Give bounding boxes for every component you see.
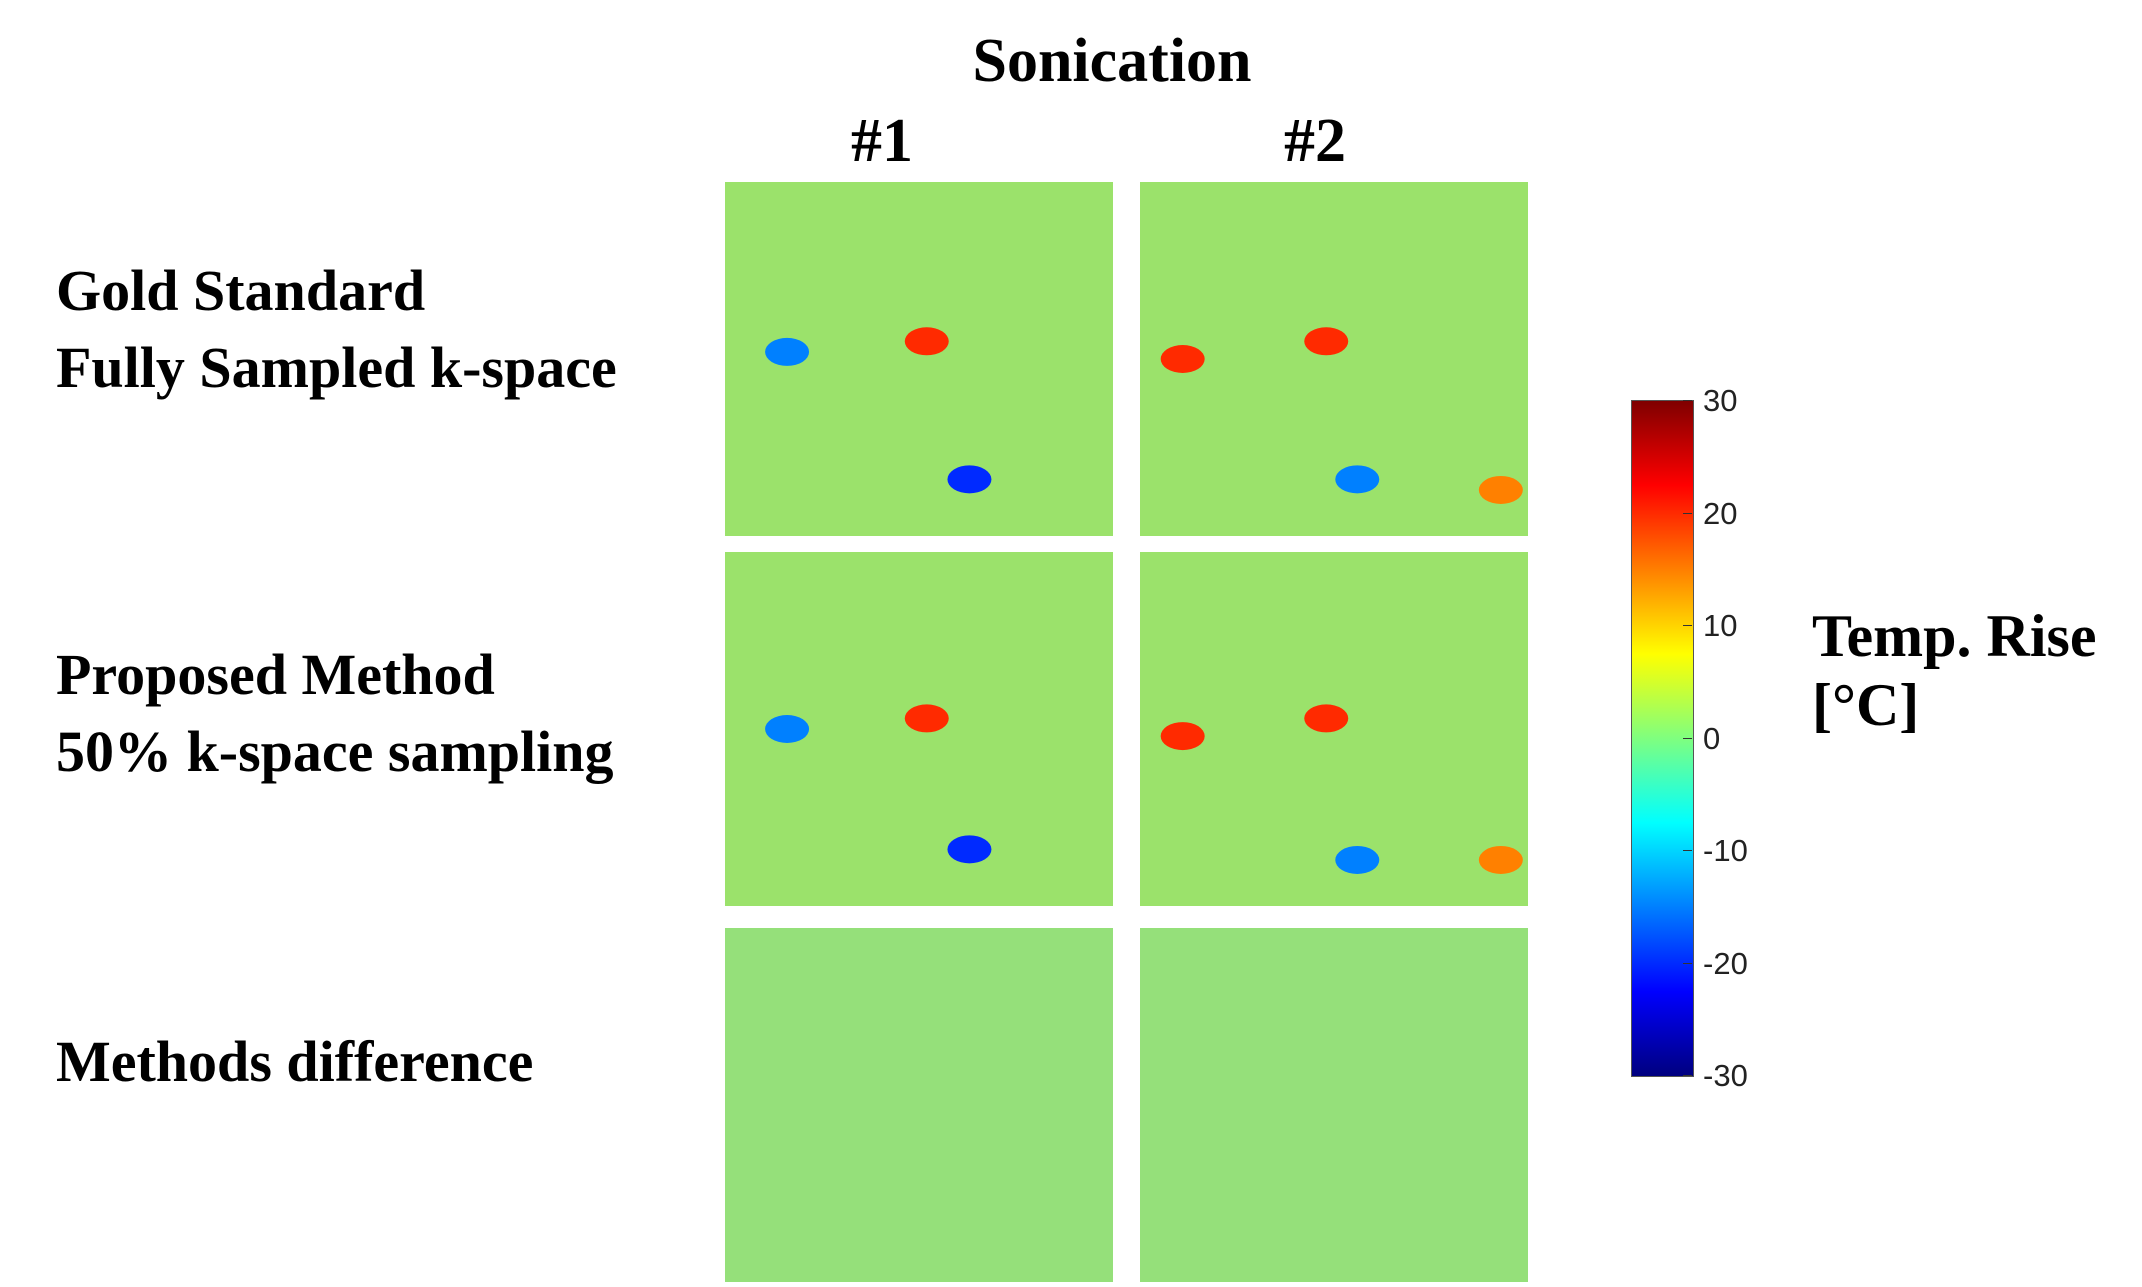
heatmap-hotspot xyxy=(904,704,949,733)
heatmap-coldspot xyxy=(1335,845,1380,874)
colorbar-label-line: [°C] xyxy=(1812,672,1920,738)
row-label-line: Methods difference xyxy=(56,1029,534,1094)
heatmap-hotspot xyxy=(1304,327,1349,356)
colorbar-label-line: Temp. Rise xyxy=(1812,603,2097,669)
colorbar-tick-label: 30 xyxy=(1703,383,1738,418)
row-label-methods-difference: Methods difference xyxy=(56,1033,533,1110)
colorbar-tick-mark xyxy=(1683,737,1692,739)
heatmap-panel-r3-c1 xyxy=(725,928,1113,1282)
colorbar-tick-mark xyxy=(1683,1075,1692,1076)
colorbar-tick-label: 10 xyxy=(1703,608,1738,643)
column-header-2: #2 xyxy=(1284,107,1346,175)
colorbar-tick-mark xyxy=(1683,625,1692,626)
colorbar-tick-label: 20 xyxy=(1703,495,1738,531)
heatmap-hotspot xyxy=(904,327,949,356)
column-header-1: #1 xyxy=(851,107,913,175)
colorbar-tick-label: 0 xyxy=(1703,720,1721,756)
heatmap-coldspot xyxy=(947,835,992,864)
colorbar-label: Temp. Rise [°C] xyxy=(1812,606,2096,744)
colorbar-tick-label: -30 xyxy=(1703,1058,1748,1093)
heatmap-panel-r3-c2 xyxy=(1140,928,1528,1282)
row-label-line: 50% k-space sampling xyxy=(56,719,614,784)
heatmap-coldspot xyxy=(947,465,992,494)
heatmap-hotspot xyxy=(1304,704,1349,733)
colorbar-tick-mark xyxy=(1683,400,1692,401)
heatmap-hotspot xyxy=(1160,722,1205,751)
heatmap-panel-r1-c1 xyxy=(725,182,1113,536)
heatmap-panel-r1-c2 xyxy=(1140,182,1528,536)
heatmap-coldspot xyxy=(765,715,810,743)
heatmap-hotspot xyxy=(1478,475,1523,504)
heatmap-panel-r2-c2 xyxy=(1140,552,1528,906)
colorbar-tick-mark xyxy=(1683,512,1692,514)
heatmap-hotspot xyxy=(1478,845,1523,874)
colorbar-tick-label: -10 xyxy=(1703,833,1748,868)
row-label-line: Gold Standard xyxy=(56,258,426,323)
colorbar-tick-mark xyxy=(1683,850,1692,851)
figure-title: Sonication xyxy=(972,27,1252,95)
row-label-line: Fully Sampled k-space xyxy=(56,335,617,400)
row-label-line: Proposed Method xyxy=(56,642,495,707)
colorbar-tick-label: -20 xyxy=(1703,945,1748,981)
row-label-proposed-method: Proposed Method 50% k-space sampling xyxy=(56,646,614,800)
colorbar xyxy=(1631,400,1694,1077)
heatmap-coldspot xyxy=(1335,465,1380,494)
colorbar-tick-mark xyxy=(1683,962,1692,964)
heatmap-hotspot xyxy=(1160,345,1205,373)
heatmap-coldspot xyxy=(765,337,810,366)
row-label-gold-standard: Gold Standard Fully Sampled k-space xyxy=(56,262,617,416)
heatmap-panel-r2-c1 xyxy=(725,552,1113,906)
